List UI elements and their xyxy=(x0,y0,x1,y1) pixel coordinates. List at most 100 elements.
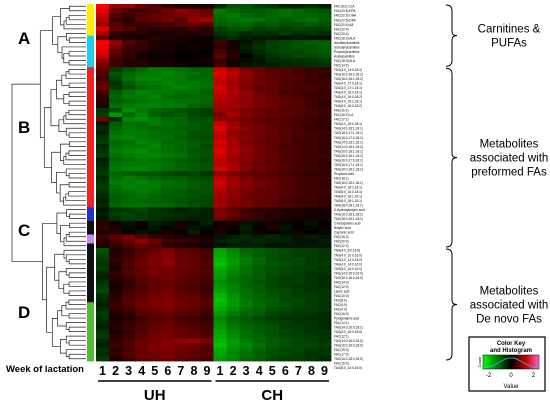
row-side-color xyxy=(87,62,94,68)
heatmap-cell xyxy=(200,153,214,159)
heatmap-cell xyxy=(135,225,149,231)
heatmap-cell xyxy=(304,53,319,59)
heatmap-cell xyxy=(135,220,149,226)
row-label: Acetylcarnitine xyxy=(334,54,355,58)
heatmap-cell xyxy=(239,347,254,353)
heatmap-cell xyxy=(187,211,201,217)
heatmap-cell xyxy=(109,121,123,127)
heatmap-cell xyxy=(161,266,175,272)
heatmap-cell xyxy=(213,53,227,59)
heatmap-cell xyxy=(174,207,188,213)
heatmap-cell xyxy=(239,148,254,154)
heatmap-cell xyxy=(200,329,214,335)
heatmap-cell xyxy=(200,243,214,249)
heatmap-cell xyxy=(317,62,332,68)
heatmap-cell xyxy=(265,112,280,118)
heatmap-cell xyxy=(278,225,293,231)
heatmap-cell xyxy=(135,198,149,204)
heatmap-cell xyxy=(291,130,306,136)
color-key-title: Color Key xyxy=(497,341,526,347)
heatmap-cell xyxy=(278,257,293,262)
color-key-gradient xyxy=(482,354,540,370)
heatmap-cell xyxy=(135,80,149,86)
heatmap-cell xyxy=(239,85,254,91)
heatmap-cell xyxy=(161,220,175,226)
heatmap-cell xyxy=(148,135,162,140)
heatmap-cell xyxy=(148,329,162,335)
row-label: TAG(4:0_14:0,16:0) xyxy=(334,262,362,266)
heatmap-cell xyxy=(304,89,319,95)
heatmap-cell xyxy=(109,85,123,91)
heatmap-cell xyxy=(317,175,332,181)
heatmap-cell xyxy=(304,306,319,312)
dendrogram-branch xyxy=(59,184,70,202)
heatmap-cell xyxy=(135,293,149,299)
heatmap-cell xyxy=(239,112,254,118)
heatmap-cell xyxy=(200,252,214,258)
heatmap-cell xyxy=(291,275,306,281)
heatmap-cell xyxy=(291,35,306,41)
heatmap-cell xyxy=(239,31,254,37)
heatmap-cell xyxy=(213,17,227,23)
heatmap-cell xyxy=(174,297,188,303)
heatmap-cell xyxy=(161,162,175,168)
heatmap-cell xyxy=(317,171,332,177)
heatmap-cell xyxy=(200,67,214,73)
heatmap-cell xyxy=(122,248,136,253)
heatmap-cell xyxy=(122,315,136,321)
heatmap-cell xyxy=(239,130,254,136)
row-label: 3-Hydroxybutyric acid xyxy=(334,208,365,212)
heatmap-cell xyxy=(161,58,175,64)
heatmap-cell xyxy=(187,297,201,303)
heatmap-cell xyxy=(174,53,188,59)
heatmap-cell xyxy=(278,31,293,37)
heatmap-cell xyxy=(278,193,293,199)
row-side-color xyxy=(87,329,94,335)
heatmap-cell xyxy=(161,4,175,9)
heatmap-cell xyxy=(135,26,149,32)
heatmap-cell xyxy=(135,315,149,321)
heatmap-cell xyxy=(122,80,136,86)
color-key-histogram xyxy=(482,357,540,369)
heatmap-cell xyxy=(304,35,319,41)
heatmap-cell xyxy=(148,189,162,195)
heatmap-cell xyxy=(200,193,214,199)
heatmap-cell xyxy=(265,184,280,190)
heatmap-cell xyxy=(96,266,110,272)
heatmap-cell xyxy=(291,270,306,276)
bracket-label: preformed FAs xyxy=(471,167,547,179)
heatmap-cell xyxy=(148,130,162,136)
heatmap-cell xyxy=(148,49,162,55)
heatmap-cell xyxy=(200,4,214,9)
heatmap-cell xyxy=(122,157,136,163)
heatmap-cell xyxy=(122,207,136,213)
heatmap-cell xyxy=(109,98,123,104)
heatmap-cell xyxy=(122,85,136,91)
heatmap-cell xyxy=(265,71,280,77)
row-side-color xyxy=(87,266,94,272)
heatmap-cell xyxy=(239,189,254,195)
heatmap-cell xyxy=(161,207,175,213)
heatmap-cell xyxy=(122,89,136,95)
heatmap-cell xyxy=(187,76,201,82)
heatmap-cell xyxy=(135,175,149,181)
heatmap-cell xyxy=(317,76,332,82)
heatmap-cell xyxy=(135,112,149,118)
heatmap-cell xyxy=(317,207,332,213)
heatmap-cell xyxy=(200,148,214,154)
heatmap-cell xyxy=(174,103,188,109)
heatmap-cell xyxy=(148,22,162,27)
heatmap-cell xyxy=(213,44,227,50)
heatmap-cell xyxy=(109,94,123,100)
heatmap-cell xyxy=(317,234,332,240)
heatmap-cell xyxy=(278,338,293,344)
heatmap-cell xyxy=(161,257,175,262)
heatmap-cell xyxy=(187,229,201,235)
row-label: TAG(16:0,17:1,18:1) xyxy=(334,163,363,167)
heatmap-cell xyxy=(252,351,267,357)
heatmap-cell xyxy=(278,67,293,73)
row-label: FAC(20:5) EPA xyxy=(334,9,356,13)
heatmap-cell xyxy=(187,270,201,276)
heatmap-cell xyxy=(109,103,123,109)
heatmap-cell xyxy=(317,189,332,195)
